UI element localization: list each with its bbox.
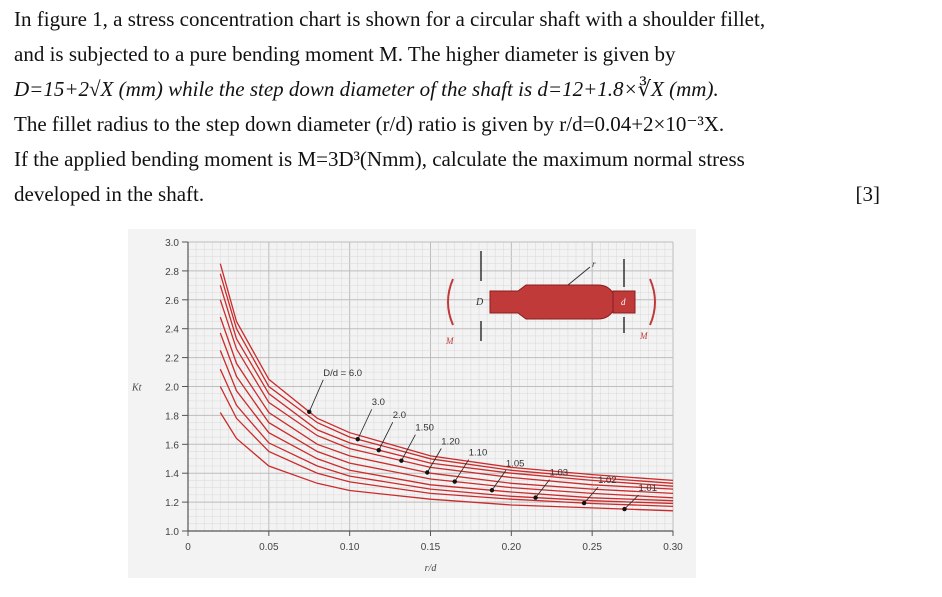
series-leader-line — [454, 459, 470, 482]
series-line — [219, 263, 674, 482]
question-line-3: D=15+2√X (mm) while the step down diamet… — [14, 72, 880, 107]
question-line-4-text: The fillet radius to the step down diame… — [14, 112, 725, 136]
series-line — [219, 332, 674, 499]
question-line-5-text: If the applied bending moment is M=3D³(N… — [14, 147, 745, 171]
chart-background — [128, 229, 696, 578]
question-line-6: developed in the shaft. [3] — [14, 177, 880, 212]
series-label: 1.01 — [639, 483, 658, 494]
series-line — [219, 350, 674, 502]
x-tick-label: 0.30 — [663, 542, 683, 553]
series-label: 1.03 — [550, 468, 569, 479]
question-line-3-text: D=15+2√X (mm) while the step down diamet… — [14, 77, 719, 101]
fillet-leader-line — [567, 266, 591, 286]
series-label: 1.05 — [506, 458, 525, 469]
y-tick-label: 1.2 — [165, 498, 179, 509]
y-axis-label: Kt — [131, 383, 142, 394]
series-leader-marker — [533, 495, 538, 500]
question-line-1: In figure 1, a stress concentration char… — [14, 2, 880, 37]
marks-label: [3] — [855, 182, 881, 206]
series-line — [219, 285, 674, 487]
y-tick-label: 1.4 — [165, 469, 179, 480]
shaft-diagram: D d r M M — [445, 251, 656, 346]
y-tick-label: 2.8 — [165, 267, 179, 278]
series-leader-marker — [489, 488, 495, 493]
question-line-2-text: and is subjected to a pure bending momen… — [14, 42, 676, 66]
label-D: D — [475, 297, 484, 308]
series-leader-line — [401, 434, 416, 461]
series-label: 2.0 — [393, 410, 406, 421]
series-leader-line — [624, 494, 639, 510]
series-leader-marker — [399, 458, 404, 463]
series-line — [219, 386, 674, 508]
question-line-1-text: In figure 1, a stress concentration char… — [14, 7, 766, 31]
y-tick-label: 2.4 — [165, 325, 179, 336]
x-tick-label: 0.10 — [340, 542, 360, 553]
x-tick-label: 0.25 — [582, 542, 602, 553]
y-tick-label: 2.2 — [165, 354, 179, 365]
x-axis-label: r/d — [425, 563, 438, 574]
chart-axes — [182, 241, 674, 536]
series-leader-marker — [376, 447, 381, 453]
label-d: d — [621, 297, 626, 307]
question-line-6-text: developed in the shaft. — [14, 182, 205, 206]
series-line — [219, 412, 674, 512]
chart-svg: 1.0 1.2 1.4 1.6 1.8 2.0 2.2 2.4 2.6 2.8 3.0 0 0.05 0.… — [128, 229, 696, 578]
series-label: 1.50 — [415, 423, 434, 434]
series-line — [219, 299, 674, 490]
question-line-4: The fillet radius to the step down diame… — [14, 107, 880, 142]
series-leader-marker — [355, 437, 360, 442]
y-tick-label: 3.0 — [165, 238, 179, 249]
chart-labels: 1.0 1.2 1.4 1.6 1.8 2.0 2.2 2.4 2.6 2.8 3.0 0 0.05 0.… — [131, 238, 683, 574]
label-M-right: M — [639, 331, 648, 341]
question-line-5: If the applied bending moment is M=3D³(N… — [14, 142, 880, 177]
label-M-left: M — [445, 336, 454, 346]
series-line — [219, 273, 674, 484]
chart-curves — [219, 263, 674, 512]
series-leader-marker — [581, 500, 587, 506]
series-label: 1.20 — [441, 437, 460, 448]
moment-arc-right — [649, 278, 656, 326]
series-leader-line — [491, 470, 507, 491]
series-leader-marker — [425, 470, 430, 475]
series-leader-marker — [452, 479, 457, 484]
series-line — [219, 316, 674, 495]
x-tick-label: 0 — [185, 542, 191, 553]
y-tick-label: 1.6 — [165, 440, 179, 451]
x-tick-label: 0.15 — [421, 542, 441, 553]
x-tick-label: 0.20 — [502, 542, 522, 553]
series-label: 1.02 — [598, 475, 617, 486]
series-leader-line — [378, 421, 394, 451]
series-leader-marker — [622, 506, 627, 512]
series-leader-line — [535, 479, 550, 498]
series-line — [219, 368, 674, 505]
moment-arc-left — [447, 278, 454, 326]
y-tick-label: 2.0 — [165, 383, 179, 394]
question-line-2: and is subjected to a pure bending momen… — [14, 37, 880, 72]
y-tick-label: 2.6 — [165, 296, 179, 307]
series-leader-line — [308, 379, 324, 412]
stress-concentration-chart: 1.0 1.2 1.4 1.6 1.8 2.0 2.2 2.4 2.6 2.8 3.0 0 0.05 0.… — [128, 229, 696, 578]
shaft-step-shape — [612, 290, 636, 314]
series-leader-line — [426, 448, 442, 473]
series-label: 3.0 — [372, 397, 385, 408]
y-tick-label: 1.0 — [165, 527, 179, 538]
series-label: 1.10 — [469, 448, 488, 459]
x-tick-label: 0.05 — [259, 542, 279, 553]
y-tick-label: 1.8 — [165, 411, 179, 422]
series-leader-marker — [307, 409, 312, 414]
series-leader-line — [583, 486, 599, 504]
series-label: D/d = 6.0 — [323, 368, 362, 379]
series-leader-line — [357, 409, 373, 440]
question-text: In figure 1, a stress concentration char… — [14, 2, 880, 212]
label-r: r — [592, 259, 596, 269]
